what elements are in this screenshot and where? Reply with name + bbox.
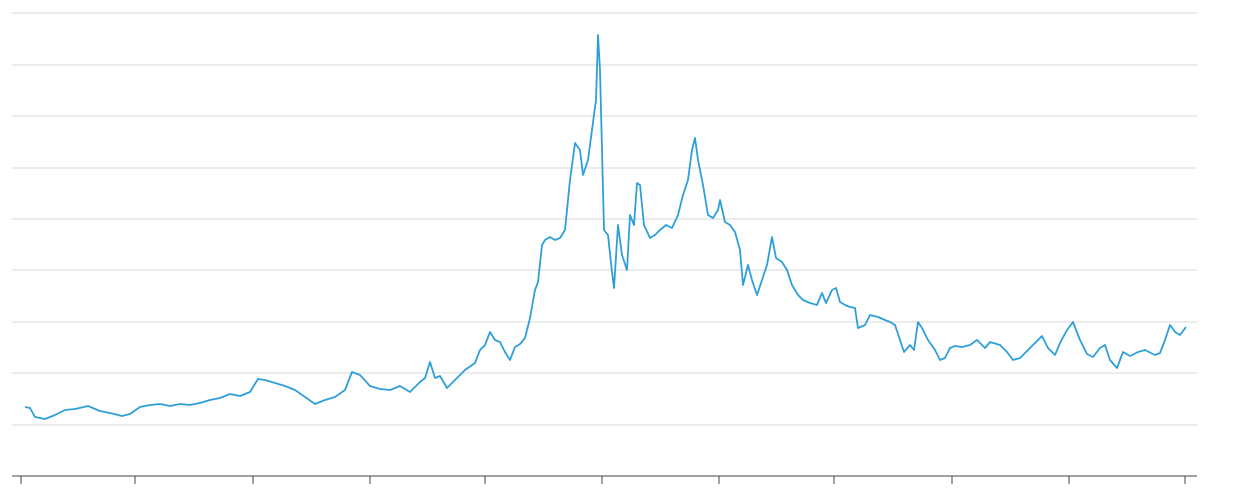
data-line (24, 34, 1187, 420)
